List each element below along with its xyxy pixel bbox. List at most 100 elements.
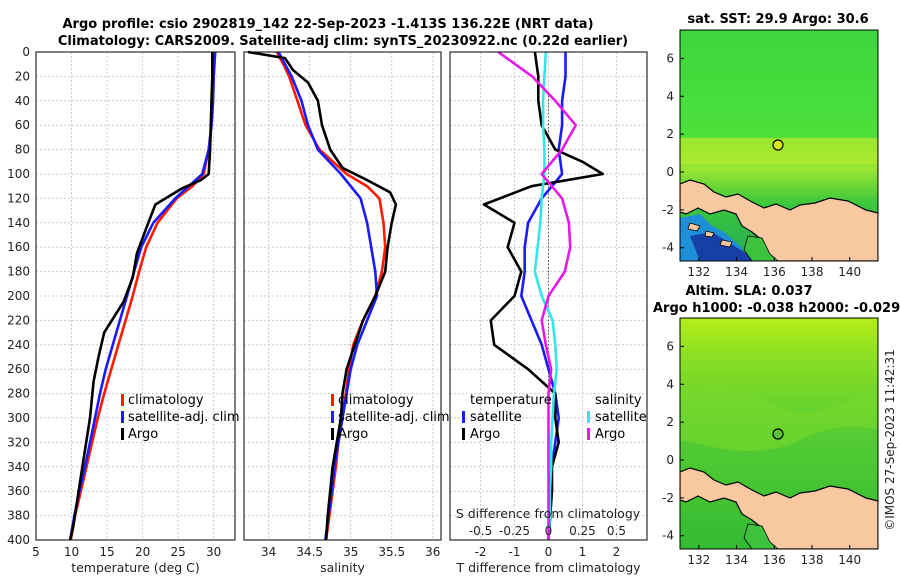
legend-label: Argo — [470, 427, 500, 442]
depth-tick-label: 0 — [22, 45, 30, 59]
legend-swatch — [121, 428, 124, 440]
series-line-salinity-argo — [497, 50, 578, 540]
legend-swatch — [121, 394, 124, 406]
x-tick-label: 15 — [99, 545, 114, 559]
legend-swatch — [331, 394, 334, 406]
sla-map-frame — [679, 317, 879, 550]
legend-label: satellite — [470, 410, 522, 425]
map-y-tick-label: -4 — [662, 241, 674, 255]
map-y-tick-label: 4 — [666, 89, 674, 103]
legend-swatch — [462, 428, 465, 440]
map-y-tick-label: 4 — [666, 377, 674, 391]
map-y-tick-label: 0 — [666, 165, 674, 179]
salinity-panel: 34 34.5 35 35.5 36 salinity climatology satelli… — [243, 50, 450, 575]
legend-label: satellite-adj. clim — [128, 410, 240, 425]
legend-label: Argo — [128, 427, 158, 442]
series-line-temperature-argo — [482, 51, 605, 541]
sst-islands — [687, 222, 733, 248]
x-tick-label: 35 — [343, 545, 358, 559]
depth-tick-label: 260 — [7, 362, 30, 376]
legend-label: satellite — [595, 410, 647, 425]
x-tick-label: 35.5 — [378, 545, 405, 559]
depth-tick-label: 300 — [7, 411, 30, 425]
depth-tick-label: 40 — [15, 94, 30, 108]
sst-argo-marker — [772, 139, 784, 151]
series-line-argo — [68, 52, 214, 541]
x-tick-label: 1 — [579, 545, 587, 559]
map-x-tick-label: 136 — [763, 553, 786, 567]
map-y-tick-label: 2 — [666, 127, 674, 141]
legend-swatch — [121, 411, 124, 423]
sst-map-title: sat. SST: 29.9 Argo: 30.6 — [687, 12, 868, 27]
imos-watermark: ©IMOS 27-Sep-2023 11:42:31 — [883, 349, 897, 531]
map-y-tick-label: 0 — [666, 453, 674, 467]
difference-panel: -2 -1 0 1 2T difference from climatology S di… — [449, 50, 648, 575]
sst-bay — [743, 235, 779, 261]
legend-header: salinity — [595, 393, 642, 408]
sst-map: sat. SST: 29.9 Argo: 30.6 132 134 136 138 14… — [662, 12, 879, 279]
x-tick-label: 34 — [261, 545, 276, 559]
depth-tick-label: 360 — [7, 484, 30, 498]
s-tick-label: -0.25 — [499, 524, 530, 538]
map-x-tick-label: 132 — [687, 553, 710, 567]
plot-frame — [449, 51, 648, 541]
sla-land-new-guinea — [680, 467, 878, 549]
s-tick-label: 0.25 — [569, 524, 596, 538]
x-tick-label: 25 — [171, 545, 186, 559]
x-tick-label: 0 — [545, 545, 553, 559]
map-x-tick-label: 134 — [725, 553, 748, 567]
map-x-tick-label: 140 — [838, 265, 861, 279]
depth-tick-label: 220 — [7, 313, 30, 327]
sst-map-ticks: 132 134 136 138 140 6 4 2 0 -2 -4 — [662, 51, 861, 279]
x-tick-label: 34.5 — [296, 545, 323, 559]
depth-tick-label: 60 — [15, 118, 30, 132]
x-axis-label: temperature (deg C) — [71, 560, 200, 575]
map-y-tick-label: -4 — [662, 529, 674, 543]
sla-map-subtitle: Argo h1000: -0.038 h2000: -0.029 — [653, 301, 900, 316]
map-y-tick-label: -2 — [662, 491, 674, 505]
figure-title-line2: Climatology: CARS2009. Satellite-adj cli… — [58, 34, 628, 49]
legend-swatch — [331, 428, 334, 440]
map-x-tick-label: 138 — [801, 265, 824, 279]
sla-argo-marker — [772, 428, 784, 440]
depth-tick-label: 160 — [7, 240, 30, 254]
legend-label: climatology — [128, 393, 204, 408]
sla-map-ticks: 132 134 136 138 140 6 4 2 0 -2 -4 — [662, 339, 861, 567]
x-tick-label: 36 — [425, 545, 440, 559]
legend-swatch — [587, 428, 590, 440]
legend-label: satellite-adj. clim — [338, 410, 450, 425]
series-line-salinity-satellite — [533, 51, 559, 541]
sst-land-new-guinea — [680, 179, 878, 261]
legend-label: Argo — [595, 427, 625, 442]
sla-bay — [743, 523, 779, 549]
depth-tick-label: 240 — [7, 338, 30, 352]
legend-label: climatology — [338, 393, 414, 408]
legend-label: Argo — [338, 427, 368, 442]
series-line-satellite-adj-clim — [277, 51, 379, 541]
plot-frame — [243, 51, 442, 541]
x-tick-label: 2 — [613, 545, 621, 559]
series-line-argo — [247, 50, 398, 541]
depth-tick-label: 280 — [7, 387, 30, 401]
depth-tick-label: 320 — [7, 435, 30, 449]
x-tick-label: -2 — [475, 545, 487, 559]
sla-map-title: Altim. SLA: 0.037 — [686, 284, 813, 299]
x-axis-label: T difference from climatology — [455, 560, 641, 575]
depth-tick-label: 20 — [15, 69, 30, 83]
x-tick-label: 30 — [206, 545, 221, 559]
s-tick-label: 0.5 — [607, 524, 626, 538]
depth-tick-label: 100 — [7, 167, 30, 181]
legend-swatch — [462, 411, 465, 423]
temperature-panel: 0 20 40 60 80 100 120 140 160 180 200 220 240 260 280 3… — [7, 45, 240, 575]
s-axis-label: S difference from climatology — [456, 506, 641, 521]
legend-swatch — [587, 411, 590, 423]
depth-tick-label: 80 — [15, 143, 30, 157]
depth-tick-label: 200 — [7, 289, 30, 303]
map-x-tick-label: 134 — [725, 265, 748, 279]
map-y-tick-label: 6 — [666, 339, 674, 353]
map-x-tick-label: 138 — [801, 553, 824, 567]
depth-tick-label: 400 — [7, 533, 30, 547]
s-tick-label: -0.5 — [469, 524, 492, 538]
plot-frame — [35, 51, 236, 541]
depth-tick-label: 380 — [7, 509, 30, 523]
